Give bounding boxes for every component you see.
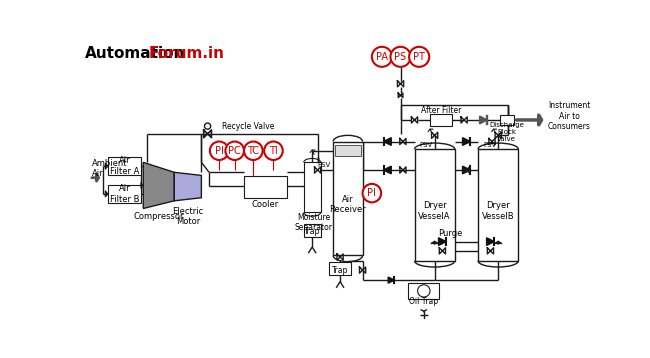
Text: Automation: Automation bbox=[85, 46, 185, 61]
Polygon shape bbox=[463, 166, 471, 174]
Polygon shape bbox=[388, 277, 395, 283]
Text: Air
Filter B: Air Filter B bbox=[110, 184, 139, 204]
Text: Compressor: Compressor bbox=[133, 212, 184, 221]
Text: Forum.in: Forum.in bbox=[149, 46, 225, 61]
Polygon shape bbox=[384, 138, 391, 145]
Polygon shape bbox=[143, 162, 174, 208]
Polygon shape bbox=[174, 172, 202, 201]
Bar bbox=[415, 149, 455, 261]
Text: Air
Filter A: Air Filter A bbox=[110, 156, 139, 176]
Text: PSV: PSV bbox=[483, 142, 497, 148]
Text: Oil Trap: Oil Trap bbox=[410, 297, 438, 306]
Circle shape bbox=[417, 285, 430, 297]
Polygon shape bbox=[463, 138, 471, 145]
Text: PC: PC bbox=[228, 146, 241, 156]
Text: PSV: PSV bbox=[318, 161, 331, 168]
Text: Discharge
Block
Valve: Discharge Block Valve bbox=[489, 122, 524, 142]
Bar bbox=[244, 176, 287, 198]
Text: TI: TI bbox=[269, 146, 278, 156]
Polygon shape bbox=[480, 116, 488, 124]
Bar bbox=[500, 115, 514, 125]
Circle shape bbox=[226, 141, 244, 160]
Text: PI: PI bbox=[367, 188, 376, 198]
Text: Electric
Motor: Electric Motor bbox=[172, 207, 204, 226]
Bar bbox=[478, 149, 518, 261]
Bar bbox=[430, 114, 452, 126]
Polygon shape bbox=[439, 238, 447, 246]
Circle shape bbox=[372, 47, 392, 67]
Text: Trap: Trap bbox=[304, 227, 320, 236]
Text: Dryer
VesselA: Dryer VesselA bbox=[419, 201, 451, 221]
Circle shape bbox=[205, 123, 211, 129]
Bar bbox=[333, 141, 363, 256]
Text: Air
Receiver: Air Receiver bbox=[330, 195, 366, 214]
Circle shape bbox=[210, 141, 229, 160]
Circle shape bbox=[391, 47, 411, 67]
Bar bbox=[109, 185, 141, 203]
Text: Purge: Purge bbox=[438, 229, 462, 238]
Text: PI: PI bbox=[214, 146, 224, 156]
Text: PA: PA bbox=[376, 52, 388, 62]
Circle shape bbox=[264, 141, 283, 160]
Text: PSV: PSV bbox=[419, 142, 433, 148]
Circle shape bbox=[409, 47, 429, 67]
Bar bbox=[304, 224, 320, 237]
Polygon shape bbox=[384, 166, 391, 174]
Circle shape bbox=[244, 141, 263, 160]
Text: Ambient
Air: Ambient Air bbox=[92, 159, 127, 178]
Bar bbox=[408, 283, 439, 299]
Bar bbox=[330, 262, 351, 275]
Text: Moisture
Separator: Moisture Separator bbox=[294, 213, 333, 232]
Text: After Filter: After Filter bbox=[421, 106, 461, 115]
Text: Instrument
Air to
Consumers: Instrument Air to Consumers bbox=[548, 101, 591, 131]
Text: Trap: Trap bbox=[332, 266, 348, 275]
Text: Dryer
VesselB: Dryer VesselB bbox=[482, 201, 515, 221]
Bar bbox=[304, 162, 320, 212]
Text: Recycle Valve: Recycle Valve bbox=[222, 122, 274, 131]
Bar bbox=[109, 157, 141, 175]
Text: PT: PT bbox=[413, 52, 425, 62]
Text: PS: PS bbox=[395, 52, 407, 62]
Bar bbox=[335, 145, 361, 156]
Text: Cooler: Cooler bbox=[252, 200, 279, 209]
Polygon shape bbox=[487, 238, 494, 246]
Text: TC: TC bbox=[247, 146, 259, 156]
Circle shape bbox=[363, 184, 381, 202]
